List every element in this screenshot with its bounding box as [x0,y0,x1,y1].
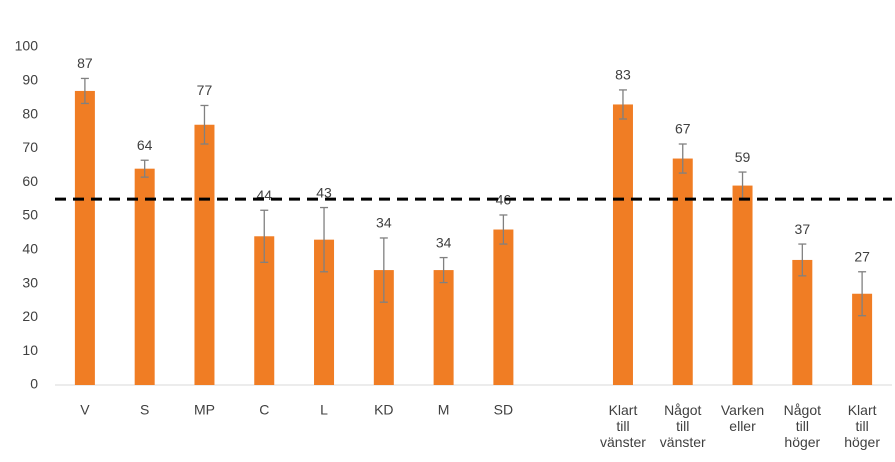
data-label: 43 [316,184,332,200]
y-tick-label: 20 [22,308,38,324]
error-bar [798,243,807,277]
bar [373,270,394,385]
error-bar [260,209,269,263]
y-tick-label: 100 [15,38,39,54]
error-bar [499,214,508,245]
bar [314,239,335,385]
x-tick-label: Klart till vänster [600,402,646,450]
error-bar [439,256,448,284]
x-tick-label: L [320,402,328,418]
x-tick-label: Klart till höger [844,402,880,450]
x-tick-label: V [80,402,90,418]
bar [852,293,873,385]
data-label: 87 [77,55,93,71]
x-tick-label: Något till vänster [660,402,706,450]
x-tick-label: M [438,402,450,418]
bar [433,270,454,385]
x-tick-label: Något till höger [784,402,821,450]
bar [134,168,155,385]
bar [254,236,275,385]
y-tick-label: 70 [22,139,38,155]
data-label: 67 [675,121,691,137]
y-tick-label: 90 [22,72,38,88]
y-tick-label: 10 [22,342,38,358]
error-bar [200,104,209,145]
x-tick-label: MP [194,402,215,418]
error-bar [140,159,149,178]
error-bar [320,206,329,273]
error-bar [678,143,687,174]
bar [792,259,813,385]
data-label: 83 [615,67,631,83]
x-tick-label: KD [374,402,393,418]
data-label: 27 [854,248,870,264]
data-label: 59 [735,149,751,165]
y-tick-label: 30 [22,274,38,290]
x-tick-label: SD [494,402,513,418]
error-bar [80,77,89,105]
y-tick-label: 40 [22,241,38,257]
data-label: 34 [436,234,452,250]
x-tick-label: C [259,402,269,418]
x-tick-label: S [140,402,149,418]
error-bar [858,271,867,317]
bar [74,90,95,385]
data-label: 64 [137,137,153,153]
y-tick-label: 50 [22,207,38,223]
bar [493,229,514,385]
data-label: 46 [496,192,512,208]
bar [732,185,753,385]
bar [672,158,693,385]
y-tick-label: 80 [22,105,38,121]
data-label: 37 [795,221,811,237]
data-label: 34 [376,215,392,231]
x-tick-label: Varken eller [721,402,764,434]
y-tick-label: 0 [30,376,38,392]
y-tick-label: 60 [22,173,38,189]
error-bar [618,89,627,120]
bar [612,104,633,386]
error-bar [379,237,388,303]
data-label: 77 [197,82,213,98]
bar [194,124,215,386]
